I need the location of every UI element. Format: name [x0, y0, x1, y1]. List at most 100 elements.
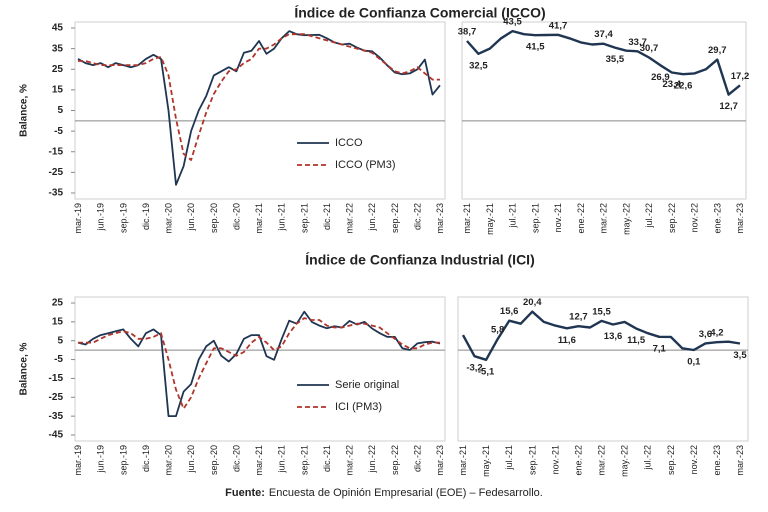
x-tick-label: sep.-21: [299, 203, 309, 233]
data-label: 22,6: [674, 81, 693, 92]
data-label: 13,6: [604, 331, 623, 342]
series-line: [466, 29, 741, 96]
data-label: 4,2: [710, 328, 723, 339]
y-tick-label: 5: [57, 335, 63, 346]
source-label: Fuente:: [225, 487, 265, 499]
source-note: Fuente: Encuesta de Opinión Empresarial (…: [225, 487, 543, 499]
y-tick-label: -35: [49, 188, 64, 199]
y-tick-label: 5: [57, 105, 63, 116]
y-tick-label: -25: [49, 167, 64, 178]
plot-frame: [74, 296, 446, 442]
y-tick-label: -5: [54, 126, 63, 137]
plot-frame: [457, 296, 749, 442]
x-tick-label: sep.-22: [390, 203, 400, 233]
x-tick-label: mar.-21: [458, 445, 468, 476]
x-tick-label: sep.-20: [209, 203, 219, 233]
y-tick-label: 25: [52, 64, 64, 75]
x-tick-label: sep.-21: [299, 445, 309, 475]
x-tick-label: ene.-23: [712, 445, 722, 476]
x-tick-label: sep.-21: [530, 203, 540, 233]
data-label: 32,5: [469, 60, 488, 71]
series-line: [77, 310, 441, 417]
x-tick-label: sep.-19: [118, 445, 128, 475]
x-tick-label: ene.-22: [573, 445, 583, 476]
x-tick-label: jun.-20: [186, 203, 196, 232]
x-tick-label: sep.-20: [209, 445, 219, 475]
x-tick-label: may.-21: [481, 445, 491, 477]
y-tick-label: 15: [52, 85, 64, 96]
chart-title: Índice de Confianza Industrial (ICI): [305, 252, 534, 268]
source-text: Encuesta de Opinión Empresarial (EOE) – …: [269, 487, 543, 499]
x-tick-label: nov.-21: [553, 203, 563, 232]
x-tick-label: jul.-22: [644, 203, 654, 229]
x-tick-label: may.-22: [621, 203, 631, 235]
x-tick-label: sep.-19: [118, 203, 128, 233]
x-tick-label: nov.-21: [550, 445, 560, 474]
series-line: [461, 310, 741, 361]
data-label: 15,5: [592, 306, 611, 317]
x-tick-label: jun.-21: [277, 203, 287, 232]
data-label: 5,8: [491, 325, 504, 336]
x-tick-label: mar.-23: [435, 203, 445, 234]
x-tick-label: dic.-19: [141, 203, 151, 230]
y-axis-label: Balance, %: [19, 342, 30, 395]
x-tick-label: dic.-22: [412, 445, 422, 472]
x-tick-label: ene.-23: [712, 203, 722, 234]
x-tick-label: mar.-23: [435, 445, 445, 476]
x-tick-label: dic.-21: [322, 203, 332, 230]
data-label: -5,1: [478, 366, 495, 377]
x-tick-label: nov.-22: [689, 445, 699, 474]
x-tick-label: jun.-19: [96, 445, 106, 474]
x-tick-label: jul.-21: [504, 445, 514, 471]
data-label: 43,5: [503, 17, 522, 28]
data-label: 33,7: [628, 37, 647, 48]
data-label: 26,9: [651, 72, 670, 83]
x-tick-label: mar.-20: [164, 445, 174, 476]
chart-title: Índice de Confianza Comercial (ICCO): [294, 5, 545, 21]
x-tick-label: mar.-22: [345, 445, 355, 476]
y-tick-label: -15: [49, 373, 64, 384]
y-tick-label: -15: [49, 146, 64, 157]
data-label: 15,6: [500, 306, 519, 317]
x-tick-label: mar.-22: [599, 203, 609, 234]
legend-label: Serie original: [335, 379, 399, 391]
data-label: 12,7: [719, 101, 738, 112]
x-tick-label: mar.-21: [254, 445, 264, 476]
series-line: [78, 317, 440, 410]
data-label: 41,5: [526, 42, 545, 53]
x-tick-label: mar.-21: [462, 203, 472, 234]
x-tick-label: dic.-19: [141, 445, 151, 472]
x-tick-label: jul.-21: [508, 203, 518, 229]
legend-label: ICI (PM3): [335, 401, 382, 413]
x-tick-label: dic.-22: [412, 203, 422, 230]
data-label: 11,5: [627, 335, 646, 346]
data-label: 29,7: [708, 45, 727, 56]
x-tick-label: mar.-22: [345, 203, 355, 234]
x-tick-label: jul.-22: [643, 445, 653, 471]
x-tick-label: dic.-20: [231, 203, 241, 230]
y-axis-label: Balance, %: [19, 84, 30, 137]
x-tick-label: jun.-20: [186, 445, 196, 474]
x-tick-label: sep.-22: [666, 445, 676, 475]
x-tick-label: ene.-22: [576, 203, 586, 234]
data-label: 38,7: [458, 27, 477, 38]
x-tick-label: jun.-19: [96, 203, 106, 232]
x-tick-label: nov.-22: [690, 203, 700, 232]
legend-label: ICCO (PM3): [335, 159, 396, 171]
y-tick-label: 15: [52, 316, 64, 327]
y-tick-label: 45: [52, 23, 64, 34]
x-tick-label: mar.-22: [597, 445, 607, 476]
x-tick-label: mar.-20: [164, 203, 174, 234]
y-tick-label: -25: [49, 392, 64, 403]
x-tick-label: sep.-22: [667, 203, 677, 233]
x-tick-label: jun.-22: [367, 445, 377, 474]
data-label: 17,2: [731, 71, 750, 82]
y-tick-label: -35: [49, 411, 64, 422]
x-tick-label: sep.-21: [527, 445, 537, 475]
x-tick-label: sep.-22: [390, 445, 400, 475]
x-tick-label: dic.-21: [322, 445, 332, 472]
x-tick-label: jun.-22: [367, 203, 377, 232]
x-tick-label: mar.-19: [73, 445, 83, 476]
data-label: 7,1: [653, 343, 667, 354]
